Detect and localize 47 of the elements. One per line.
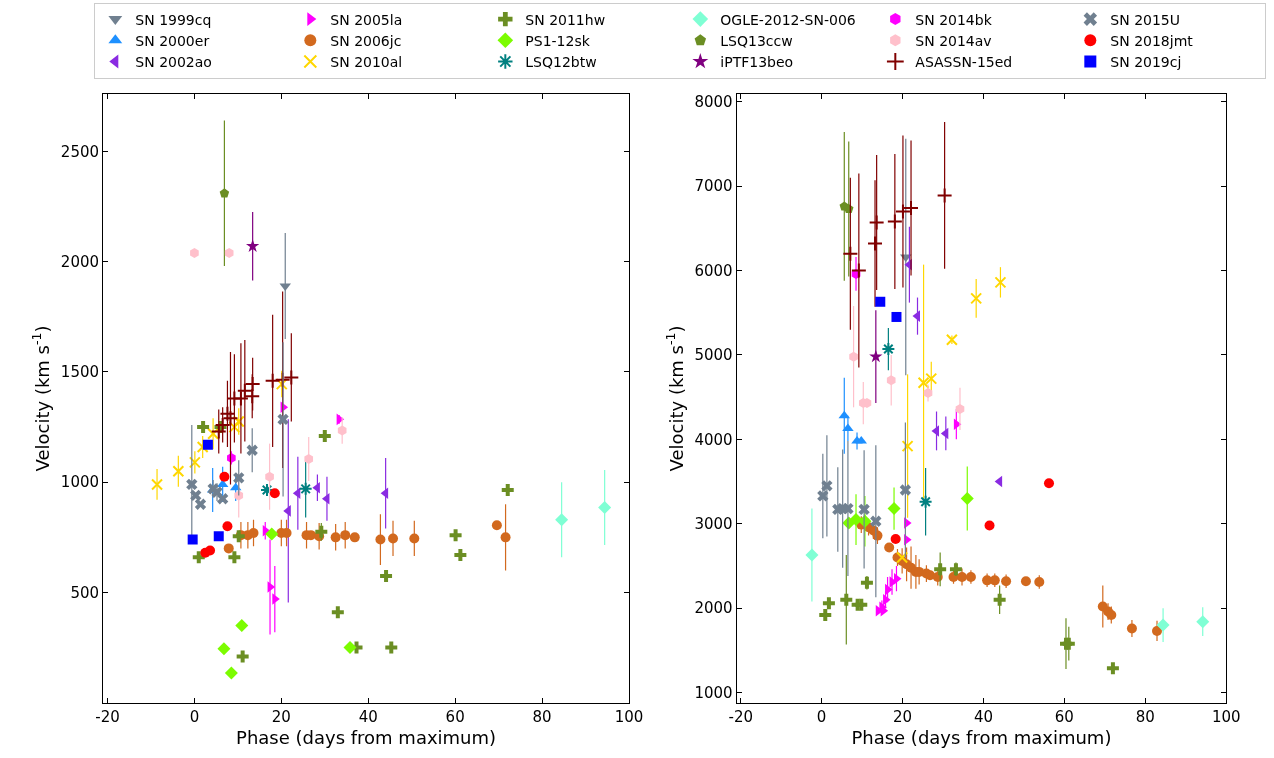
legend-label: LSQ12btw [525, 53, 597, 70]
x-tick-label: 100 [614, 707, 644, 726]
x-axis-title: Phase (days from maximum) [851, 726, 1112, 748]
x-tick-label: 20 [271, 707, 291, 726]
y-tick-label: 2500 [60, 142, 100, 161]
x-tick-label: 40 [358, 707, 378, 726]
legend-label: SN 2011hw [525, 11, 606, 28]
legend-label: SN 1999cq [135, 11, 212, 28]
legend-label: SN 2010al [330, 53, 403, 70]
y-tick-label: 6000 [694, 261, 733, 280]
legend-label: SN 2014av [915, 32, 992, 49]
x-tick-label: 60 [1054, 707, 1074, 726]
y-tick-label: 1500 [60, 363, 100, 382]
y-tick-label: 5000 [694, 346, 733, 365]
y-tick-label: 2000 [694, 599, 733, 618]
x-tick-label: 80 [1135, 707, 1155, 726]
y-tick-label: 500 [70, 583, 100, 602]
y-tick-label: 3000 [694, 515, 733, 534]
x-tick-label: 60 [445, 707, 465, 726]
legend-label: LSQ13ccw [720, 32, 793, 49]
x-tick-label: 20 [892, 707, 913, 726]
x-tick-label: 40 [973, 707, 993, 726]
legend-label: SN 2002ao [135, 53, 212, 70]
x-axis-title: Phase (days from maximum) [236, 726, 497, 748]
legend-label: SN 2019cj [1110, 53, 1182, 70]
legend-label: SN 2006jc [330, 32, 402, 49]
legend-label: SN 2005la [330, 11, 403, 28]
y-tick-label: 1000 [694, 683, 733, 702]
y-tick-label: 7000 [694, 177, 733, 196]
y-tick-label: 8000 [694, 92, 733, 111]
x-tick-label: -20 [728, 707, 753, 726]
legend-label: ASASSN-15ed [915, 53, 1013, 70]
legend-label: OGLE-2012-SN-006 [720, 11, 856, 28]
y-tick-label: 4000 [694, 430, 733, 449]
x-tick-label: 0 [816, 707, 827, 726]
y-tick-label: 1000 [60, 473, 100, 492]
x-tick-label: -20 [95, 707, 120, 726]
y-tick-label: 2000 [60, 252, 100, 271]
legend-label: PS1-12sk [525, 32, 591, 49]
x-tick-label: 0 [189, 707, 200, 726]
x-tick-label: 100 [1211, 707, 1241, 726]
legend-label: SN 2015U [1110, 11, 1181, 28]
legend-label: SN 2014bk [915, 11, 993, 28]
legend-label: iPTF13beo [720, 53, 794, 70]
x-tick-label: 80 [532, 707, 552, 726]
legend-label: SN 2018jmt [1110, 32, 1194, 49]
legend-label: SN 2000er [135, 32, 210, 49]
